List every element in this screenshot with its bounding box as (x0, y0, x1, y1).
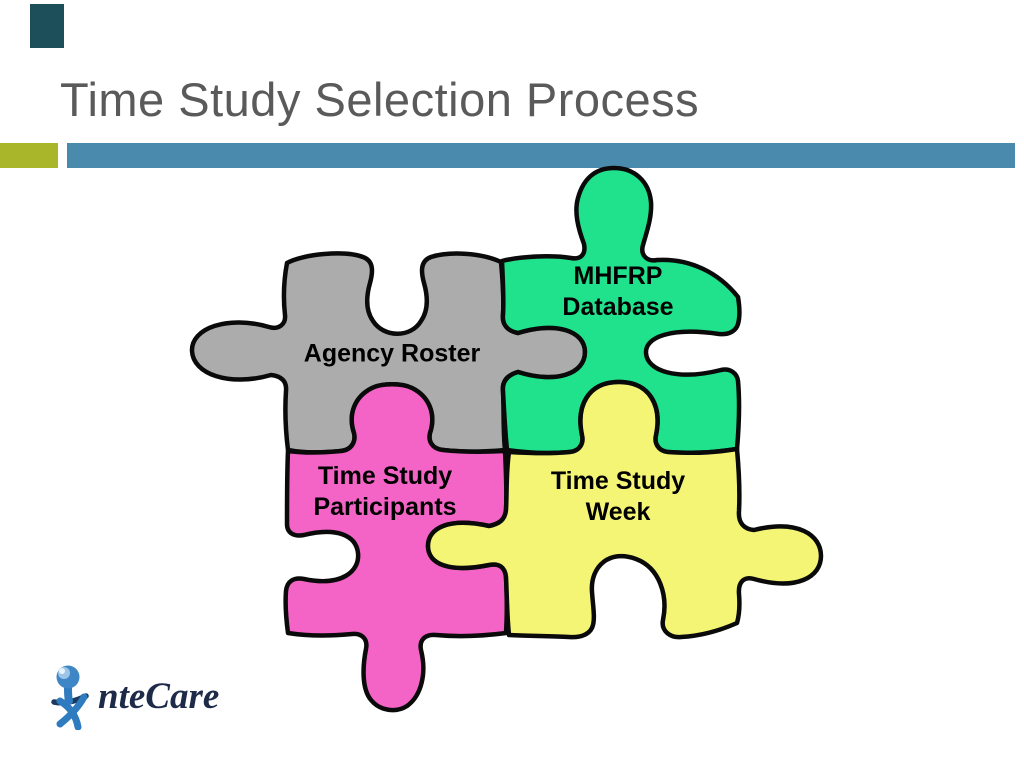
label-line: Time Study (550, 467, 686, 495)
label-line: Database (562, 293, 674, 321)
label-line: MHFRP (573, 262, 663, 290)
accent-bar-olive (0, 143, 58, 168)
accent-square-teal (30, 4, 64, 48)
label-mhfrp-database: MHFRP Database (562, 261, 673, 323)
logo-text: nteCare (98, 676, 220, 717)
logo-person-icon (51, 665, 89, 730)
label-agency-roster: Agency Roster (304, 339, 480, 370)
intecare-logo: nteCare (44, 664, 304, 730)
label-time-study-participants: Time Study Participants (313, 461, 456, 523)
puzzle-piece-time-study-week (425, 379, 824, 640)
label-line: Agency Roster (303, 339, 481, 368)
label-time-study-week: Time Study Week (551, 466, 685, 528)
label-line: Participants (313, 493, 457, 521)
label-line: Time Study (317, 462, 453, 490)
page-title: Time Study Selection Process (60, 73, 700, 126)
accent-bar-blue (67, 143, 1015, 168)
label-line: Week (585, 498, 651, 526)
puzzle-piece-mhfrp-database (499, 165, 742, 456)
puzzle-piece-time-study-participants (283, 382, 509, 713)
